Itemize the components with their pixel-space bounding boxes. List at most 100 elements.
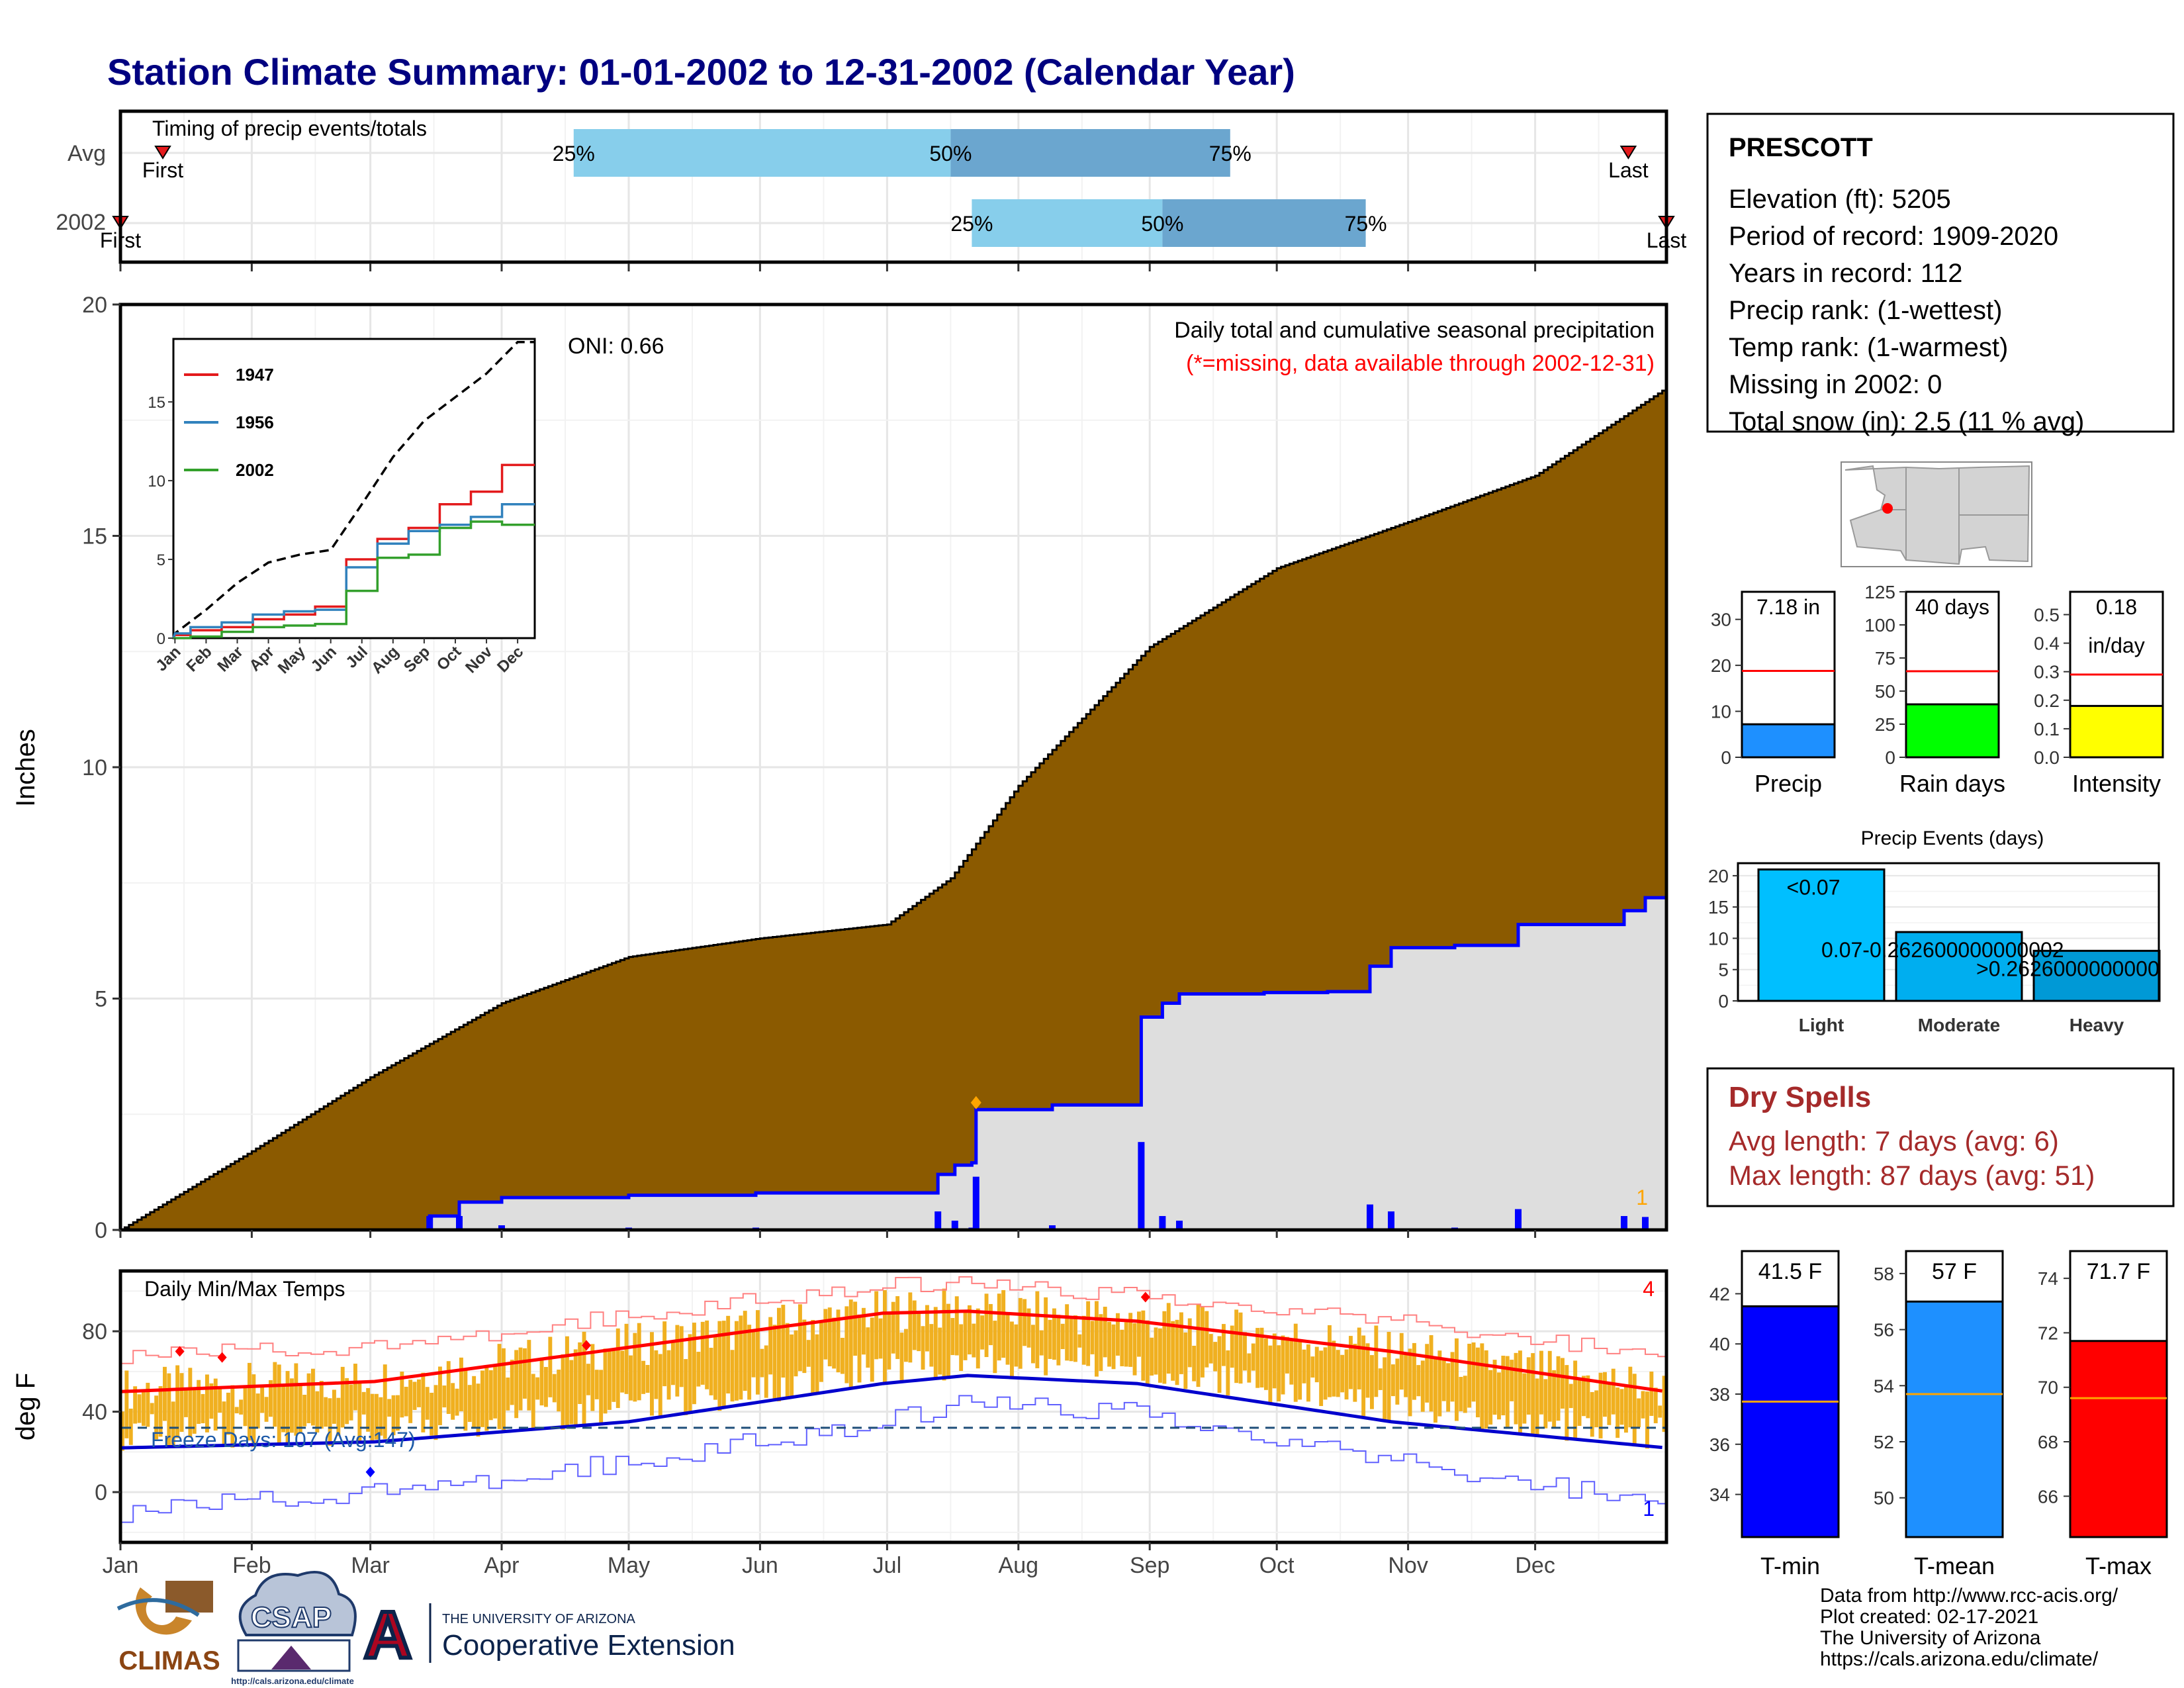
tgauge-value-T-mean: 57 F (1932, 1259, 1977, 1284)
daily-temp-bar (794, 1330, 798, 1377)
avg-min-line (120, 1374, 1662, 1450)
temps-y-tick-label: 40 (82, 1400, 107, 1425)
daily-temp-bar (1323, 1347, 1328, 1400)
inset-legend: 1947 1956 2002 (184, 365, 274, 480)
daily-temp-bar (1196, 1304, 1201, 1387)
year-cumulative-area (120, 898, 1666, 1230)
daily-temp-bar (1653, 1387, 1658, 1424)
daily-temp-bar (959, 1324, 964, 1372)
daily-temp-bar (1226, 1350, 1230, 1396)
daily-temp-bar (594, 1370, 599, 1399)
daily-temp-bar (1547, 1350, 1552, 1422)
daily-temp-bar (1455, 1338, 1459, 1421)
station-name: PRESCOTT (1729, 133, 1873, 162)
daily-temp-bar (785, 1323, 790, 1397)
footer-source: Data from http://www.rcc-acis.org/ (1820, 1585, 2118, 1607)
daily-temp-bar (391, 1395, 396, 1436)
daily-precip-bar (1642, 1217, 1649, 1230)
daily-temp-bar (836, 1309, 841, 1373)
daily-temp-bar (1480, 1343, 1484, 1432)
daily-temp-bar (179, 1373, 184, 1432)
daily-temp-bar (1128, 1313, 1133, 1367)
station-location-marker (1882, 503, 1893, 514)
month-tick-label: Jan (103, 1553, 139, 1578)
daily-temp-bar (590, 1344, 595, 1411)
daily-temp-bar (768, 1317, 773, 1375)
daily-temp-bar (197, 1380, 201, 1424)
daily-temp-bar (624, 1323, 629, 1394)
tgauge-bar-T-max (2069, 1340, 2168, 1538)
daily-temp-bar (1628, 1366, 1633, 1428)
gauge-tick-label: 125 (1864, 582, 1895, 602)
daily-temp-bar (561, 1354, 565, 1430)
daily-temp-bar (1332, 1340, 1336, 1397)
daily-temp-bar (883, 1289, 887, 1384)
daily-temp-bar (1441, 1360, 1446, 1401)
daily-temp-bar (582, 1331, 586, 1427)
events-y-tick-label: 20 (1708, 866, 1729, 886)
daily-temp-bar (1255, 1328, 1260, 1388)
daily-temp-bar (878, 1318, 883, 1359)
daily-temp-bar (637, 1323, 641, 1401)
daily-temp-bar (192, 1389, 197, 1434)
daily-temp-bar (1615, 1387, 1620, 1438)
month-tick-label: Nov (1388, 1553, 1428, 1578)
gauge-tick-label: 0.5 (2034, 604, 2060, 625)
daily-temp-bar (615, 1328, 620, 1409)
daily-temp-bar (328, 1398, 332, 1446)
daily-temp-bar (184, 1389, 188, 1417)
daily-temp-bar (1383, 1357, 1387, 1420)
daily-temp-bar (357, 1381, 362, 1442)
daily-temp-bar (467, 1385, 472, 1423)
daily-temp-bar (1399, 1333, 1404, 1390)
daily-temp-bar (1010, 1321, 1014, 1378)
daily-temp-bar (806, 1340, 811, 1367)
daily-temp-bar (497, 1344, 502, 1429)
daily-temp-bar (493, 1366, 498, 1419)
events-y-tick-label: 15 (1708, 897, 1729, 917)
daily-temp-bar (950, 1318, 955, 1356)
temperature-gauges: 41.5 F 34 36 38 40 42 T-min 57 F 50 52 54 56 58 T-mea… (1709, 1250, 2168, 1579)
daily-temp-bar (366, 1387, 371, 1432)
gauge-label-Rain days: Rain days (1899, 770, 2005, 797)
tgauge-tick-label: 54 (1874, 1376, 1894, 1396)
daily-temp-bar (1201, 1305, 1205, 1378)
daily-temp-bar (1387, 1331, 1391, 1423)
daily-temp-bar (1111, 1324, 1116, 1370)
daily-temp-bar (1535, 1378, 1539, 1436)
daily-temp-bar (1310, 1356, 1315, 1378)
month-tick-label: Oct (1259, 1553, 1295, 1578)
daily-temp-bar (1272, 1333, 1277, 1389)
daily-temp-bar (201, 1393, 205, 1424)
daily-temp-bar (608, 1350, 612, 1410)
tgauge-label-T-max: T-max (2085, 1552, 2152, 1579)
daily-temp-bar (756, 1310, 760, 1395)
daily-temp-bar (1561, 1358, 1565, 1409)
gauge-tick-label: 0 (1721, 747, 1731, 768)
inset-lines (172, 341, 535, 639)
daily-temp-bar (510, 1360, 514, 1405)
daily-temp-bar (404, 1386, 408, 1417)
daily-temp-bar (692, 1323, 696, 1405)
daily-temp-bar (1645, 1391, 1649, 1449)
daily-temp-bar (688, 1334, 692, 1413)
daily-temp-bar (1314, 1346, 1319, 1383)
locator-map (1841, 461, 2032, 567)
gauge-tick-label: 10 (1711, 702, 1731, 722)
ua-big-text: Cooperative Extension (442, 1629, 735, 1662)
daily-temp-bar (1120, 1329, 1124, 1366)
daily-temp-bar (1433, 1357, 1437, 1423)
daily-temp-bar (603, 1348, 608, 1414)
daily-temp-bar (527, 1340, 531, 1411)
tgauge-tick-label: 40 (1709, 1334, 1730, 1354)
timing-label: Timing of precip events/totals (152, 117, 427, 140)
daily-temp-bar (319, 1381, 324, 1429)
daily-temp-bar (802, 1319, 807, 1374)
daily-temp-bar (264, 1397, 269, 1422)
month-tick-label: Aug (999, 1553, 1039, 1578)
daily-temp-bar (137, 1394, 142, 1423)
daily-temp-bar (633, 1333, 637, 1402)
daily-temp-bar (696, 1352, 701, 1387)
daily-temp-bar (777, 1307, 781, 1402)
daily-temp-bar (599, 1370, 604, 1426)
